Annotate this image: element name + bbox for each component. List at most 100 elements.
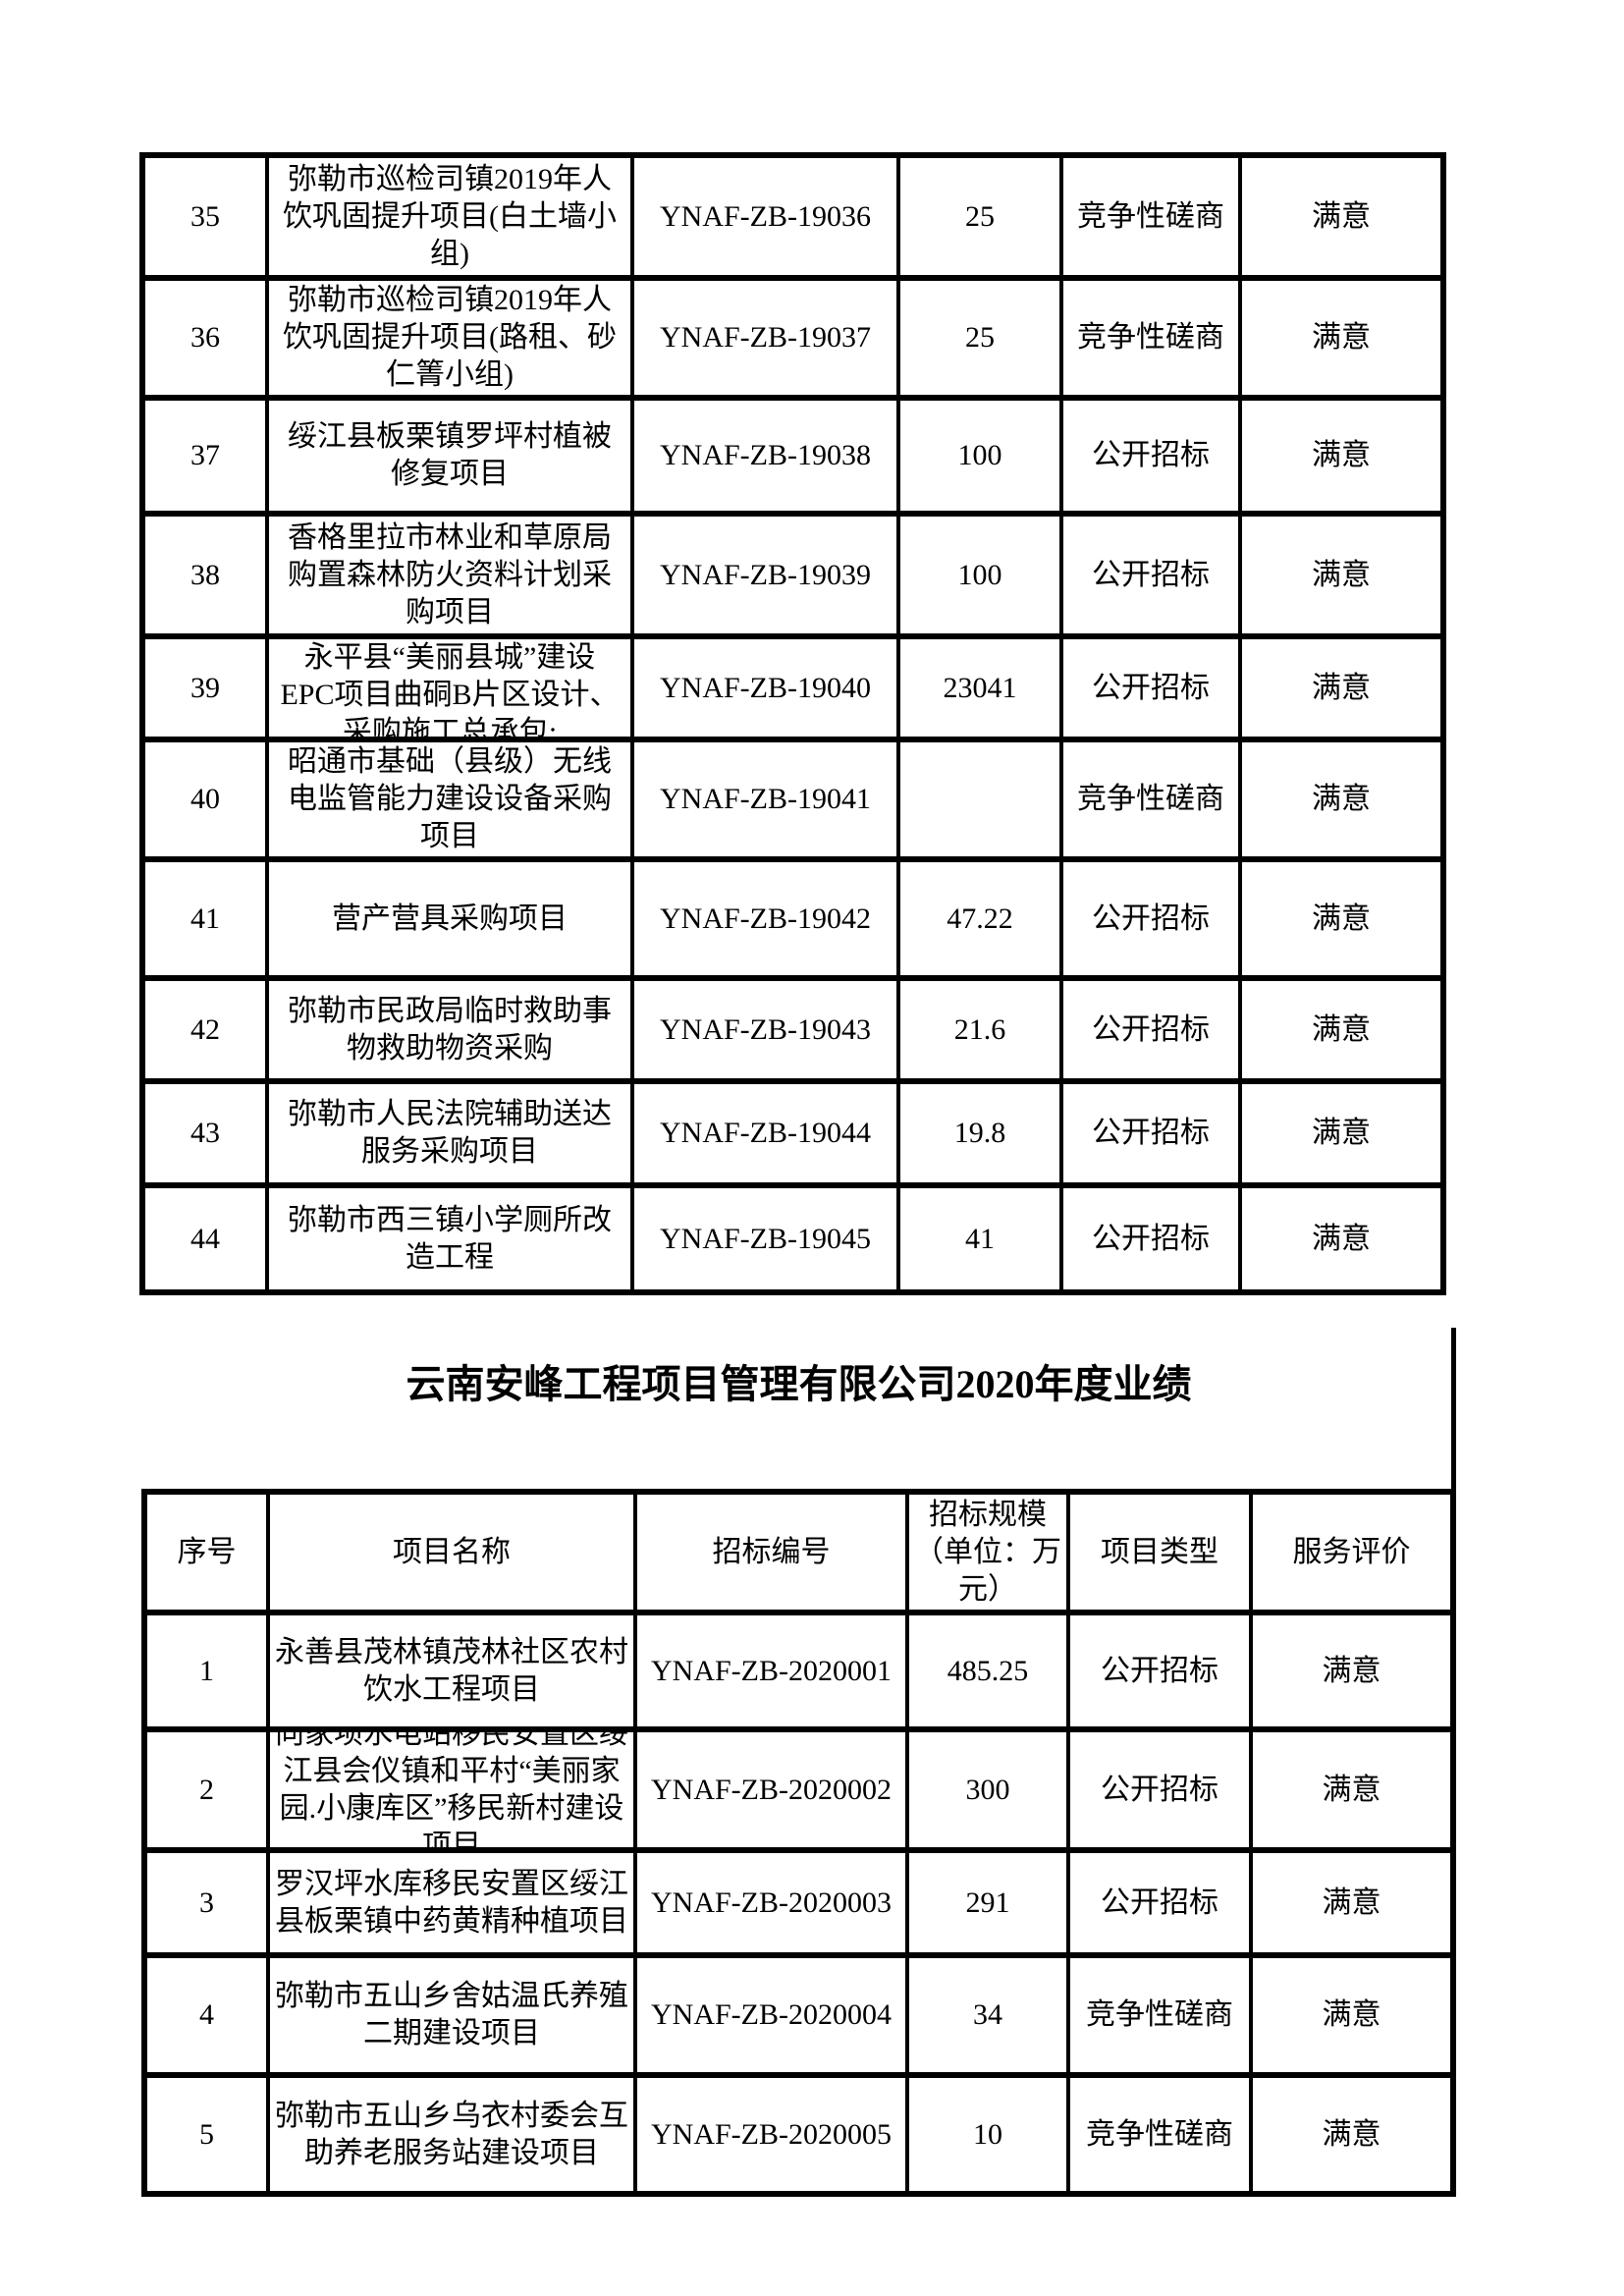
- cell-project-name: 弥勒市五山乡乌衣村委会互 助养老服务站建设项目: [270, 2078, 633, 2191]
- cell-service-evaluation: 满意: [1242, 281, 1440, 395]
- cell-project-type: 公开招标: [1063, 981, 1238, 1078]
- cell-project-name: 弥勒市民政局临时救助事 物救助物资采购: [269, 981, 630, 1078]
- cell-service-evaluation: 满意: [1242, 1084, 1440, 1182]
- cell-serial-number: 3: [147, 1853, 266, 1952]
- cell-tender-scale: 300: [909, 1732, 1066, 1847]
- cell-tender-scale: 41: [900, 1188, 1059, 1289]
- cell-project-type: 竞争性磋商: [1070, 1958, 1249, 2072]
- cell-project-name: 昭通市基础（县级）无线 电监管能力建设设备采购 项目: [269, 742, 630, 856]
- cell-tender-scale: 21.6: [900, 981, 1059, 1078]
- cell-serial-number: 42: [145, 981, 265, 1078]
- header-tender-scale: 招标规模 （单位：万 元）: [909, 1495, 1066, 1610]
- cell-project-type: 公开招标: [1063, 639, 1238, 737]
- cell-serial-number: 37: [145, 401, 265, 511]
- cell-tender-code: YNAF-ZB-19044: [634, 1084, 896, 1182]
- cell-tender-scale: 34: [909, 1958, 1066, 2072]
- cell-service-evaluation: 满意: [1242, 158, 1440, 275]
- cell-service-evaluation: 满意: [1253, 1853, 1450, 1952]
- cell-tender-scale: 100: [900, 517, 1059, 633]
- cell-service-evaluation: 满意: [1253, 1732, 1450, 1847]
- performance-table-2020: 序号 项目名称 招标编号 招标规模 （单位：万 元） 项目类型 服务评价 1 永善…: [141, 1489, 1456, 2197]
- cell-tender-code: YNAF-ZB-2020002: [637, 1732, 905, 1847]
- cell-serial-number: 43: [145, 1084, 265, 1182]
- cell-tender-scale: 10: [909, 2078, 1066, 2191]
- cell-service-evaluation: 满意: [1242, 401, 1440, 511]
- cell-service-evaluation: 满意: [1242, 1188, 1440, 1289]
- cell-tender-code: YNAF-ZB-2020001: [637, 1615, 905, 1726]
- cell-tender-code: YNAF-ZB-2020004: [637, 1958, 905, 2072]
- header-project-name: 项目名称: [270, 1495, 633, 1610]
- cell-tender-code: YNAF-ZB-19045: [634, 1188, 896, 1289]
- cell-serial-number: 41: [145, 862, 265, 975]
- cell-tender-code: YNAF-ZB-19042: [634, 862, 896, 975]
- cell-tender-scale: 19.8: [900, 1084, 1059, 1182]
- cell-project-name: 永善县茂林镇茂林社区农村 饮水工程项目: [270, 1615, 633, 1726]
- cell-project-type: 公开招标: [1070, 1732, 1249, 1847]
- cell-project-name: 弥勒市五山乡舍姑温氏养殖 二期建设项目: [270, 1958, 633, 2072]
- performance-table-2019: 35 弥勒市巡检司镇2019年人 饮巩固提升项目(白土墙小 组) YNAF-ZB-1…: [139, 152, 1446, 1295]
- cell-project-type: 竞争性磋商: [1063, 742, 1238, 856]
- cell-serial-number: 36: [145, 281, 265, 395]
- cell-tender-scale: 25: [900, 281, 1059, 395]
- table-border-line: [1451, 1328, 1456, 1489]
- cell-serial-number: 39: [145, 639, 265, 737]
- cell-serial-number: 40: [145, 742, 265, 856]
- cell-tender-code: YNAF-ZB-19036: [634, 158, 896, 275]
- cell-project-type: 竞争性磋商: [1063, 158, 1238, 275]
- cell-project-name: 绥江县板栗镇罗坪村植被 修复项目: [269, 401, 630, 511]
- cell-project-name: 香格里拉市林业和草原局 购置森林防火资料计划采 购项目: [269, 517, 630, 633]
- cell-service-evaluation: 满意: [1242, 862, 1440, 975]
- cell-tender-scale: 485.25: [909, 1615, 1066, 1726]
- section-title: 云南安峰工程项目管理有限公司2020年度业绩: [406, 1362, 1192, 1406]
- cell-tender-code: YNAF-ZB-19038: [634, 401, 896, 511]
- cell-project-type: 公开招标: [1063, 1084, 1238, 1182]
- cell-project-name: 永平县“美丽县城”建设 EPC项目曲硐B片区设计、 采购施工总承包;: [269, 639, 630, 737]
- cell-serial-number: 4: [147, 1958, 266, 2072]
- cell-project-type: 公开招标: [1063, 862, 1238, 975]
- header-tender-code: 招标编号: [637, 1495, 905, 1610]
- header-serial-number: 序号: [147, 1495, 266, 1610]
- cell-tender-code: YNAF-ZB-19043: [634, 981, 896, 1078]
- cell-project-name: 弥勒市巡检司镇2019年人 饮巩固提升项目(白土墙小 组): [269, 158, 630, 275]
- cell-tender-code: YNAF-ZB-19041: [634, 742, 896, 856]
- cell-serial-number: 5: [147, 2078, 266, 2191]
- cell-project-type: 公开招标: [1063, 401, 1238, 511]
- cell-service-evaluation: 满意: [1242, 517, 1440, 633]
- cell-serial-number: 44: [145, 1188, 265, 1289]
- cell-serial-number: 38: [145, 517, 265, 633]
- cell-project-name: 弥勒市西三镇小学厕所改 造工程: [269, 1188, 630, 1289]
- header-project-type: 项目类型: [1070, 1495, 1249, 1610]
- cell-service-evaluation: 满意: [1253, 1958, 1450, 2072]
- cell-tender-scale: [900, 742, 1059, 856]
- cell-tender-scale: 47.22: [900, 862, 1059, 975]
- cell-project-type: 公开招标: [1063, 1188, 1238, 1289]
- cell-serial-number: 1: [147, 1615, 266, 1726]
- cell-tender-code: YNAF-ZB-2020003: [637, 1853, 905, 1952]
- cell-service-evaluation: 满意: [1253, 1615, 1450, 1726]
- cell-tender-code: YNAF-ZB-19039: [634, 517, 896, 633]
- cell-tender-scale: 291: [909, 1853, 1066, 1952]
- cell-project-name: 向家坝水电站移民安置区绥 江县会仪镇和平村“美丽家 园.小康库区”移民新村建设 …: [270, 1732, 633, 1847]
- cell-tender-scale: 23041: [900, 639, 1059, 737]
- cell-tender-code: YNAF-ZB-2020005: [637, 2078, 905, 2191]
- cell-serial-number: 2: [147, 1732, 266, 1847]
- cell-project-name: 罗汉坪水库移民安置区绥江 县板栗镇中药黄精种植项目: [270, 1853, 633, 1952]
- header-service-evaluation: 服务评价: [1253, 1495, 1450, 1610]
- cell-tender-code: YNAF-ZB-19037: [634, 281, 896, 395]
- cell-tender-code: YNAF-ZB-19040: [634, 639, 896, 737]
- cell-project-type: 公开招标: [1063, 517, 1238, 633]
- cell-project-type: 竞争性磋商: [1070, 2078, 1249, 2191]
- cell-tender-scale: 25: [900, 158, 1059, 275]
- cell-service-evaluation: 满意: [1242, 742, 1440, 856]
- cell-project-name: 营产营具采购项目: [269, 862, 630, 975]
- cell-service-evaluation: 满意: [1253, 2078, 1450, 2191]
- cell-service-evaluation: 满意: [1242, 981, 1440, 1078]
- cell-service-evaluation: 满意: [1242, 639, 1440, 737]
- cell-project-type: 公开招标: [1070, 1853, 1249, 1952]
- cell-project-name: 弥勒市人民法院辅助送达 服务采购项目: [269, 1084, 630, 1182]
- cell-project-type: 公开招标: [1070, 1615, 1249, 1726]
- cell-tender-scale: 100: [900, 401, 1059, 511]
- cell-serial-number: 35: [145, 158, 265, 275]
- cell-project-type: 竞争性磋商: [1063, 281, 1238, 395]
